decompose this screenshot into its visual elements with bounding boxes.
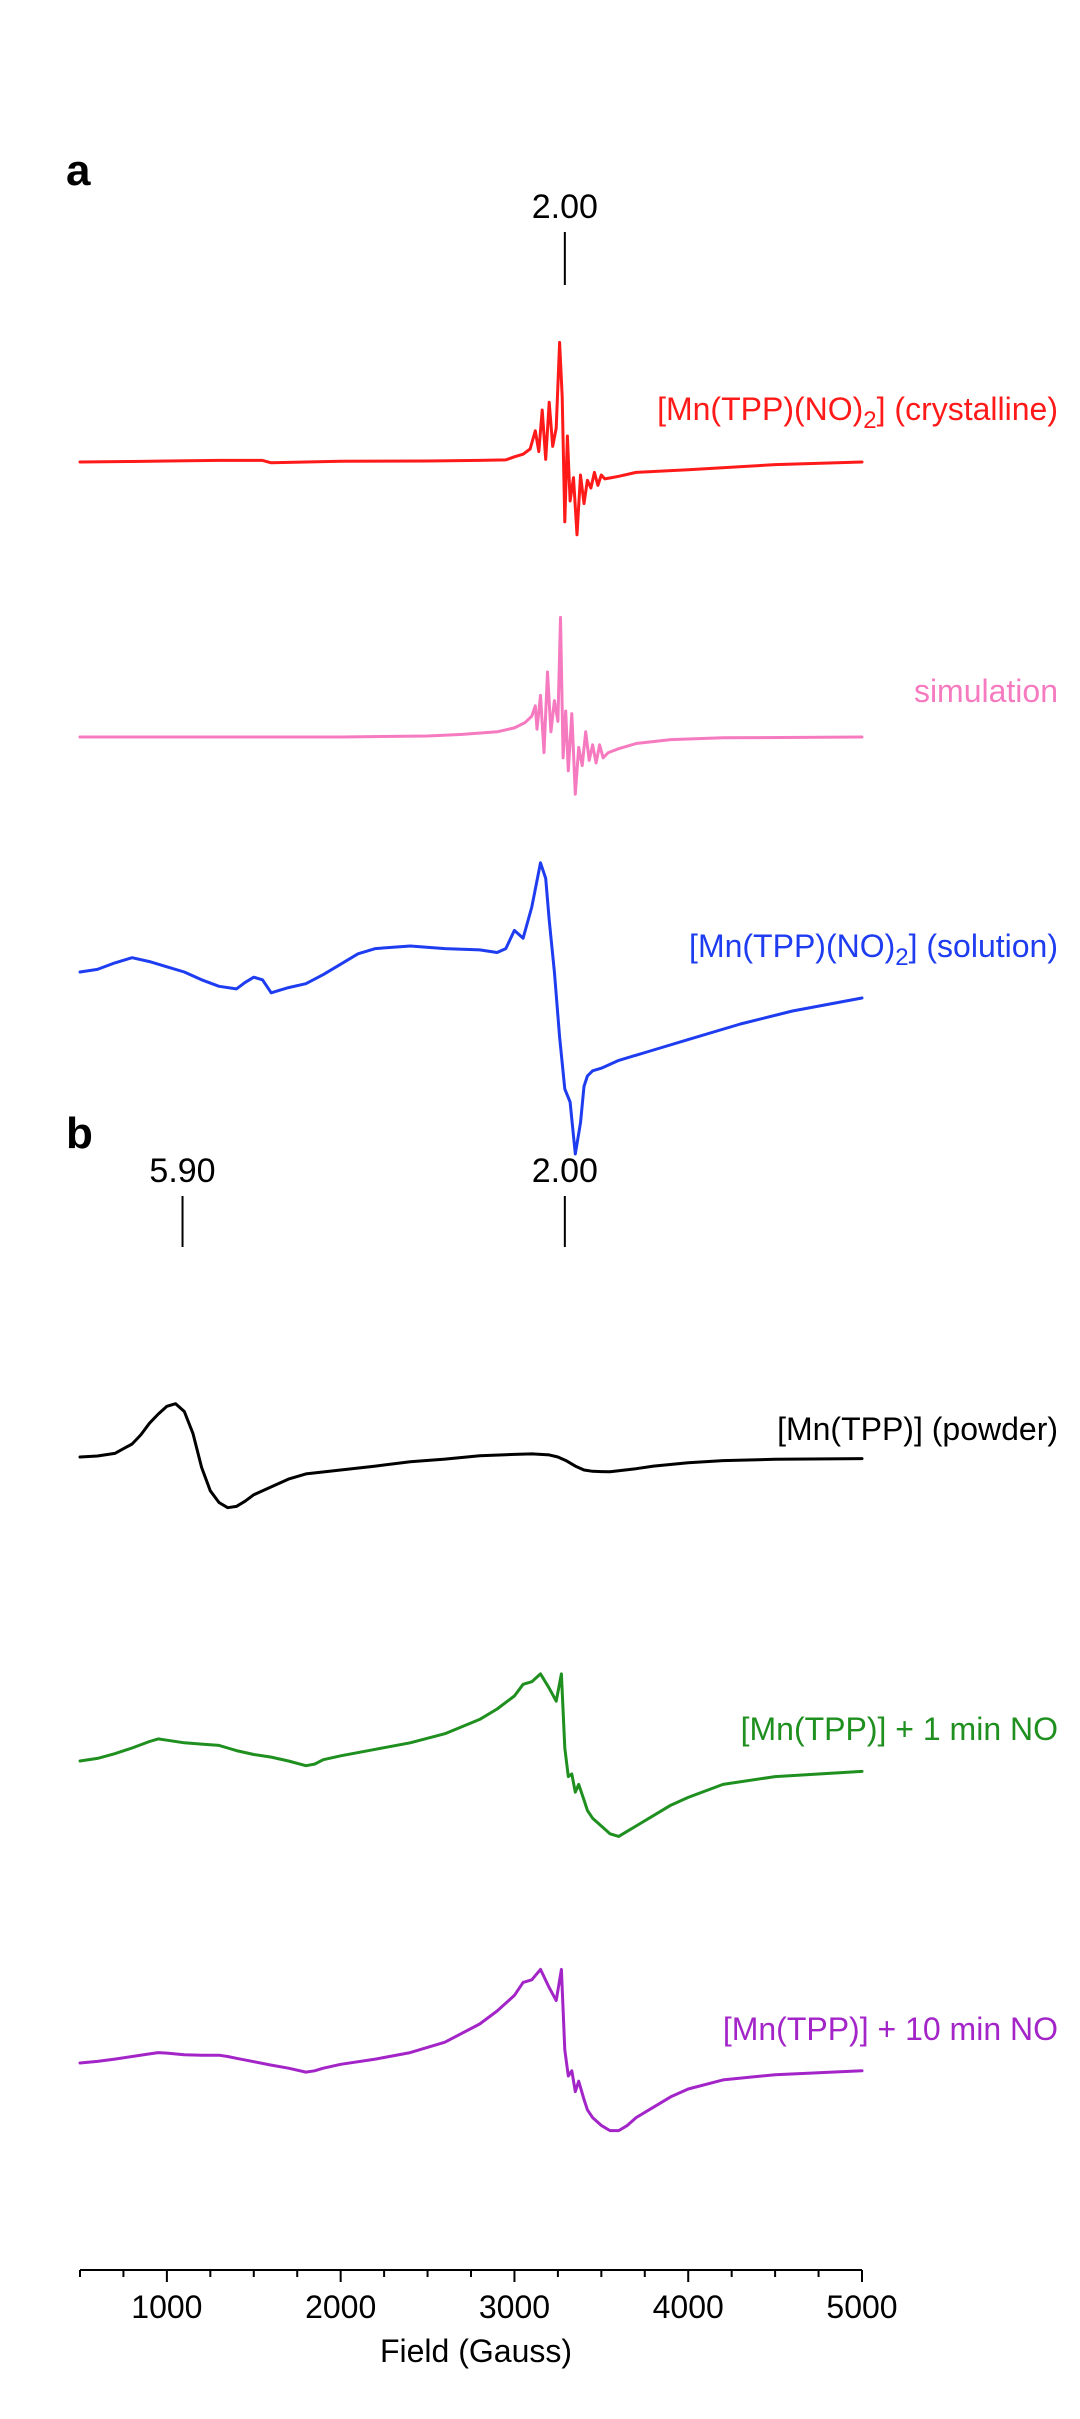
x-axis-ticks: 1000 2000 3000 4000 5000: [79, 2270, 898, 2325]
x-axis: 1000 2000 3000 4000 5000 Field (Gauss): [79, 2269, 898, 2369]
series-label: [Mn(TPP)] + 1 min NO: [741, 1711, 1058, 1747]
panels-layer: a 2.00 [Mn(TPP)(NO)2] (crystalline) simulat…: [66, 146, 1058, 2133]
panel-letter-b: b: [66, 1109, 93, 1158]
x-tick-label: 3000: [479, 2289, 550, 2325]
series-label: [Mn(TPP)] + 10 min NO: [723, 2011, 1058, 2047]
g-value-label: 2.00: [532, 1152, 598, 1190]
panel-letter-a: a: [66, 146, 91, 195]
series-label: [Mn(TPP)] (powder): [777, 1411, 1058, 1447]
series-line: [78, 1967, 864, 2133]
panel-b: b 5.90 2.00 [Mn(TPP)] (powder) [Mn(TPP)] + 1…: [66, 1109, 1058, 2133]
series-label: [Mn(TPP)(NO)2] (solution): [689, 928, 1058, 971]
x-tick-label: 1000: [131, 2289, 202, 2325]
series-line: [78, 1672, 864, 1838]
x-axis-title: Field (Gauss): [380, 2333, 572, 2369]
g-value-label: 2.00: [532, 188, 598, 226]
g-value-label: 5.90: [149, 1152, 215, 1190]
panel-a: a 2.00 [Mn(TPP)(NO)2] (crystalline) simulat…: [66, 146, 1058, 1156]
series-line: [78, 861, 864, 1156]
series-label: simulation: [914, 673, 1058, 709]
x-tick-label: 2000: [305, 2289, 376, 2325]
series-line: [78, 1402, 864, 1510]
x-tick-label: 5000: [826, 2289, 897, 2325]
series-line: [78, 340, 864, 537]
x-tick-label: 4000: [653, 2289, 724, 2325]
series-line: [78, 615, 864, 796]
series-label: [Mn(TPP)(NO)2] (crystalline): [657, 391, 1058, 434]
